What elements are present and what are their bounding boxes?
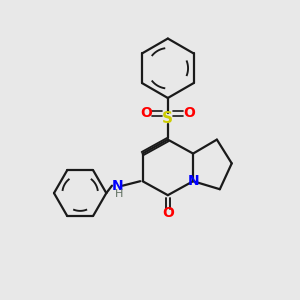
Text: O: O	[140, 106, 152, 120]
Text: H: H	[115, 189, 123, 199]
Text: S: S	[162, 111, 173, 126]
Text: O: O	[183, 106, 195, 120]
Text: N: N	[187, 174, 199, 188]
Text: N: N	[112, 179, 123, 193]
Text: O: O	[162, 206, 174, 220]
